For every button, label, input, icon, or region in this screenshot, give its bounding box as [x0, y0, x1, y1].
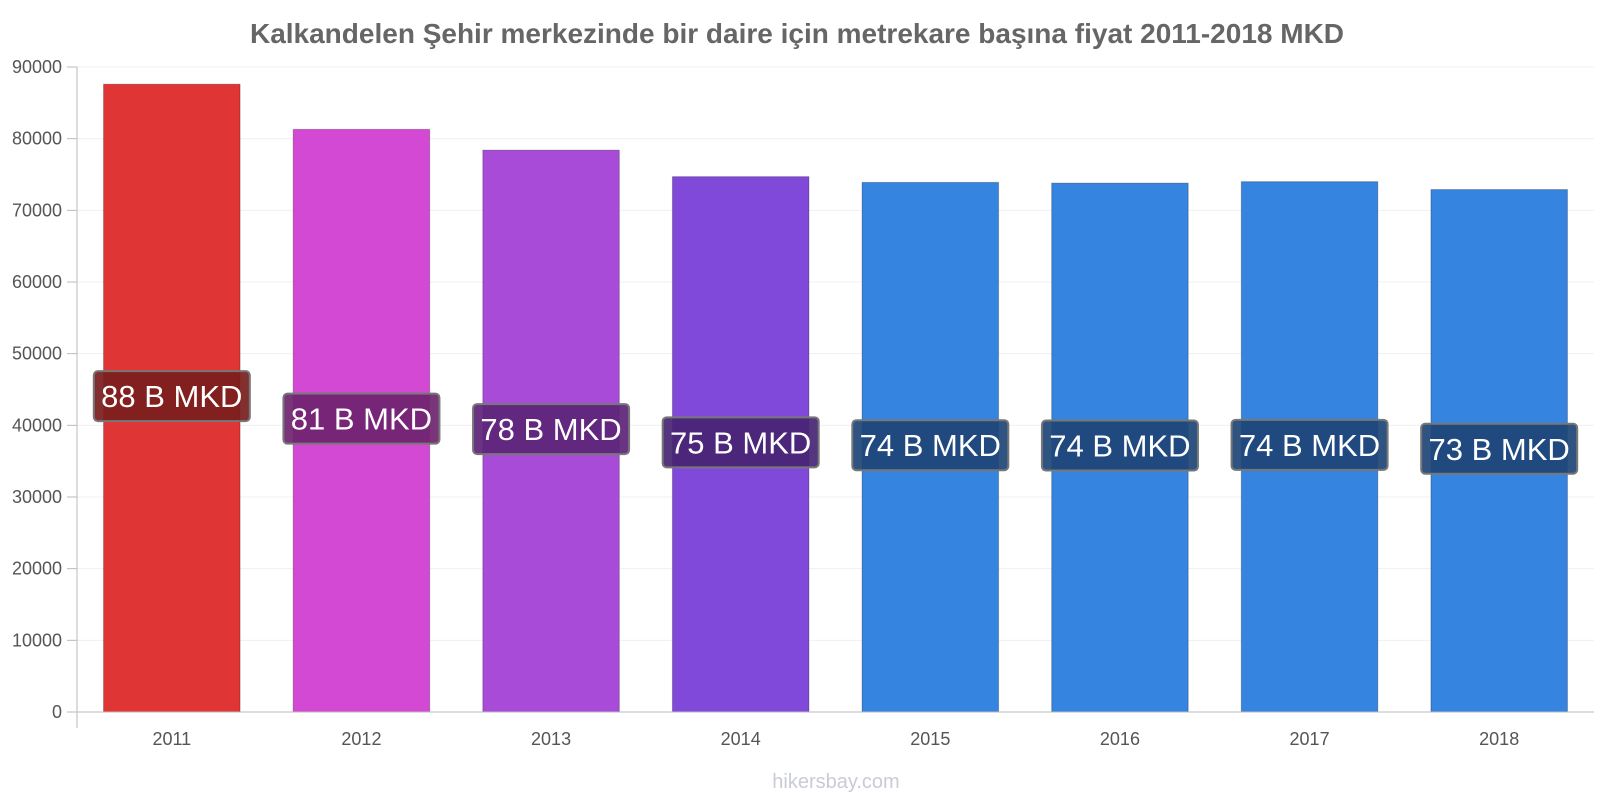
data-label: 74 B MKD [1049, 429, 1190, 464]
y-tick-label: 60000 [12, 272, 62, 292]
x-tick-label: 2017 [1290, 729, 1330, 749]
x-tick-label: 2012 [341, 729, 381, 749]
data-label-box [472, 403, 631, 456]
x-tick-label: 2011 [152, 729, 191, 749]
data-label: 74 B MKD [1239, 428, 1380, 463]
data-label-box [1230, 418, 1389, 471]
data-label-box [92, 370, 251, 423]
y-tick-label: 20000 [12, 559, 62, 579]
data-label: 81 B MKD [291, 402, 432, 437]
y-tick-label: 70000 [12, 200, 62, 220]
data-label-box [661, 416, 820, 469]
data-label-box [282, 392, 441, 445]
data-label-box [851, 419, 1010, 472]
data-label-box [1420, 422, 1579, 475]
y-axis: 0 10000 20000 30000 40000 50000 60000 70000 8000… [12, 57, 78, 728]
data-label: 78 B MKD [480, 412, 621, 447]
x-tick-label: 2014 [721, 729, 761, 749]
y-tick-label: 80000 [12, 129, 62, 149]
data-labels: 88 B MKD 81 B MKD 78 B MKD 75 B MKD 74 B MKD… [92, 370, 1579, 475]
watermark: hikersbay.com [772, 771, 899, 793]
y-tick-label: 30000 [12, 487, 62, 507]
y-tick-label: 0 [52, 702, 62, 722]
x-tick-label: 2018 [1479, 729, 1519, 749]
data-label: 73 B MKD [1429, 432, 1570, 467]
y-tick-label: 40000 [12, 415, 62, 435]
x-tick-label: 2015 [910, 729, 950, 749]
y-tick-label: 50000 [12, 344, 62, 364]
x-tick-label: 2016 [1100, 729, 1140, 749]
y-tick-label: 90000 [12, 57, 62, 77]
data-label: 88 B MKD [101, 379, 242, 414]
data-label: 74 B MKD [860, 428, 1001, 463]
chart-title: Kalkandelen Şehir merkezinde bir daire i… [250, 18, 1344, 49]
data-label-box [1040, 419, 1199, 472]
data-label: 75 B MKD [670, 425, 811, 460]
x-tick-label: 2013 [531, 729, 571, 749]
x-axis: 2011 2012 2013 2014 2015 2016 2017 2018 [77, 711, 1594, 749]
y-tick-label: 10000 [12, 630, 62, 650]
